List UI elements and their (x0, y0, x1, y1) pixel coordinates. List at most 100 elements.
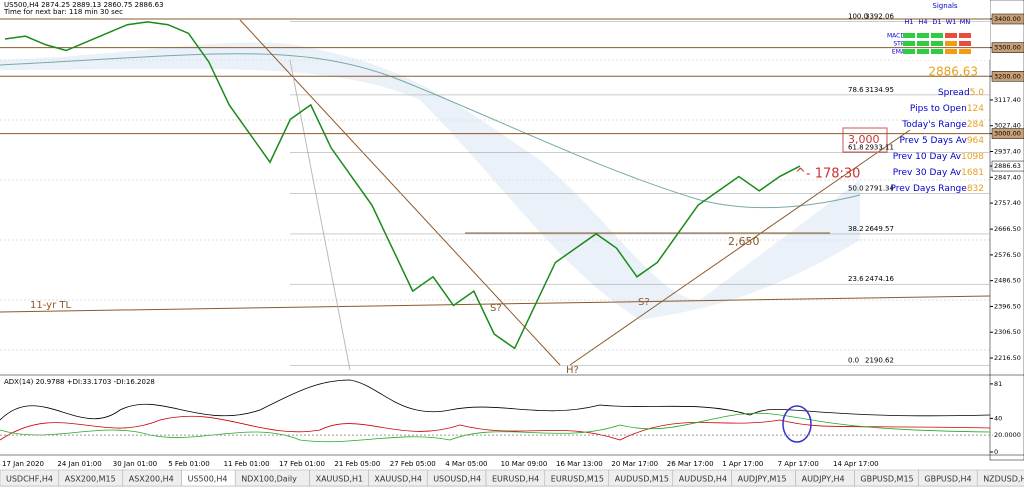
tab[interactable]: EURUSD,M15 (544, 469, 610, 487)
fib-ratio: 100.0 (848, 12, 868, 20)
fib-ratio: 0.0 (848, 356, 859, 364)
tab[interactable]: NZDUSD,H1 (976, 469, 1024, 487)
tab[interactable]: US500,H4 (181, 469, 236, 487)
tab-label: AUDUSD,M15 (615, 475, 669, 484)
tab[interactable]: AUDUSD,M15 (608, 469, 674, 487)
info-row: Spread5.0 (938, 88, 984, 98)
price-line (4, 21, 801, 350)
y-tick-label: 2847.40 (994, 173, 1021, 181)
adx-line (0, 379, 991, 421)
tab[interactable]: AUDUSD,H4 (672, 469, 732, 487)
di-minus (0, 415, 991, 441)
info-row: Prev Days Range832 (890, 184, 984, 194)
x-tick-label: 14 Apr 17:00 (833, 460, 879, 468)
signal-cell (917, 49, 929, 54)
tab[interactable]: GBPUSD,M15 (854, 469, 919, 487)
fib-price: 2791.34 (865, 184, 894, 192)
signal-cell (917, 33, 929, 38)
info-value: 284 (967, 120, 984, 130)
y-tick-label: 3117.40 (994, 96, 1021, 104)
highlight-circle (782, 405, 812, 443)
y-tick-label: 2937.40 (994, 148, 1021, 156)
tab-label: EURUSD,M15 (551, 475, 604, 484)
tab[interactable]: NDX100,Daily (234, 469, 310, 487)
info-value: 5.0 (970, 88, 985, 98)
tab[interactable]: ASX200,M15 (58, 469, 124, 487)
info-row: Prev 10 Day Av1098 (893, 152, 985, 162)
tab-label: EURUSD,H4 (492, 475, 539, 484)
signal-cell (903, 41, 915, 46)
tab-bg (976, 469, 1024, 487)
y-tick-label: 2576.50 (994, 251, 1021, 259)
tick-box (991, 160, 1024, 172)
tab-label: XAUUSD,H1 (316, 475, 364, 484)
adx-tick-label: 20.0000 (994, 431, 1021, 439)
signal-cell (903, 33, 915, 38)
tab-label: USOUSD,H4 (433, 475, 481, 484)
adx-tick-label: 40 (994, 414, 1002, 422)
timer: Time for next bar: 118 min 30 sec (3, 8, 123, 16)
y-tick-label: 3027.40 (994, 122, 1021, 130)
signal-row: STR (893, 41, 905, 48)
info-row: Prev 30 Day Av1681 (893, 168, 984, 178)
y-tick-label: 2216.50 (994, 354, 1021, 362)
signal-col: MN (960, 18, 971, 26)
fib-price: 2649.57 (865, 225, 894, 233)
info-label: Prev 10 Day Av (893, 152, 962, 162)
signal-cell (945, 33, 957, 38)
tab-label: AUDJPY,H4 (802, 475, 845, 484)
signal-cell (945, 49, 957, 54)
y-tick-label: 2306.50 (994, 328, 1021, 336)
info-value: 964 (967, 136, 984, 146)
x-tick-label: 20 Mar 17:00 (611, 460, 658, 468)
tab[interactable]: ASX200,H4 (122, 469, 182, 487)
annotation: S? (490, 303, 502, 314)
fib-price: 2190.62 (865, 356, 894, 364)
signal-cell (959, 33, 971, 38)
tick-box (991, 128, 1024, 139)
info-label: Spread (938, 88, 970, 98)
x-tick-label: 21 Feb 05:00 (334, 460, 380, 468)
fib-price: 3134.95 (865, 86, 894, 94)
info-value: 1098 (961, 152, 984, 162)
signal-cell (931, 49, 943, 54)
fib-ratio: 23.6 (848, 275, 864, 283)
tab[interactable]: XAUUSD,H1 (309, 469, 369, 487)
tab[interactable]: XAUUSD,H4 (368, 469, 428, 487)
x-tick-label: 17 Feb 01:00 (279, 460, 325, 468)
tab-label: NZDUSD,H1 (983, 475, 1024, 484)
info-row: Pips to Open124 (910, 104, 984, 114)
info-row: Today's Range284 (901, 120, 984, 130)
tab[interactable]: AUDJPY,H4 (795, 469, 855, 487)
annotation: 3,000 (848, 133, 880, 146)
tab[interactable]: USOUSD,H4 (426, 469, 487, 487)
tab[interactable]: GBPUSD,H4 (918, 469, 978, 487)
adx-tick-label: 81 (994, 380, 1002, 388)
signal-cell (959, 49, 971, 54)
x-tick-label: 10 Mar 09:00 (501, 460, 548, 468)
tab[interactable]: EURUSD,H4 (485, 469, 546, 487)
fib-ratio: 38.2 (848, 225, 864, 233)
tab[interactable]: AUDJPY,M15 (731, 469, 796, 487)
x-tick-label: 1 Apr 17:00 (722, 460, 763, 468)
tab-label: ASX200,H4 (129, 475, 174, 484)
info-value: 832 (967, 184, 984, 194)
annotation: ^- 178:30 (795, 167, 860, 182)
tab[interactable]: USDCHF,H4 (0, 469, 60, 487)
tab-label: NDX100,Daily (241, 475, 297, 484)
adx-header: ADX(14) 20.9788 +DI:33.1703 -DI:16.2028 (4, 378, 155, 386)
info-label: Prev 5 Days Av (899, 136, 967, 146)
annotation: 11-yr TL (30, 300, 71, 311)
ichimoku-cloud (0, 42, 860, 321)
y-tick-label: 3000.00 (994, 130, 1021, 138)
annotation: S? (638, 297, 650, 308)
x-tick-label: 5 Feb 01:00 (168, 460, 209, 468)
signals-title: Signals (932, 2, 958, 10)
signal-cell (945, 41, 957, 46)
x-tick-label: 16 Mar 13:00 (556, 460, 603, 468)
signal-row: EMA (892, 49, 906, 56)
signal-cell (959, 41, 971, 46)
signal-cell (917, 41, 929, 46)
